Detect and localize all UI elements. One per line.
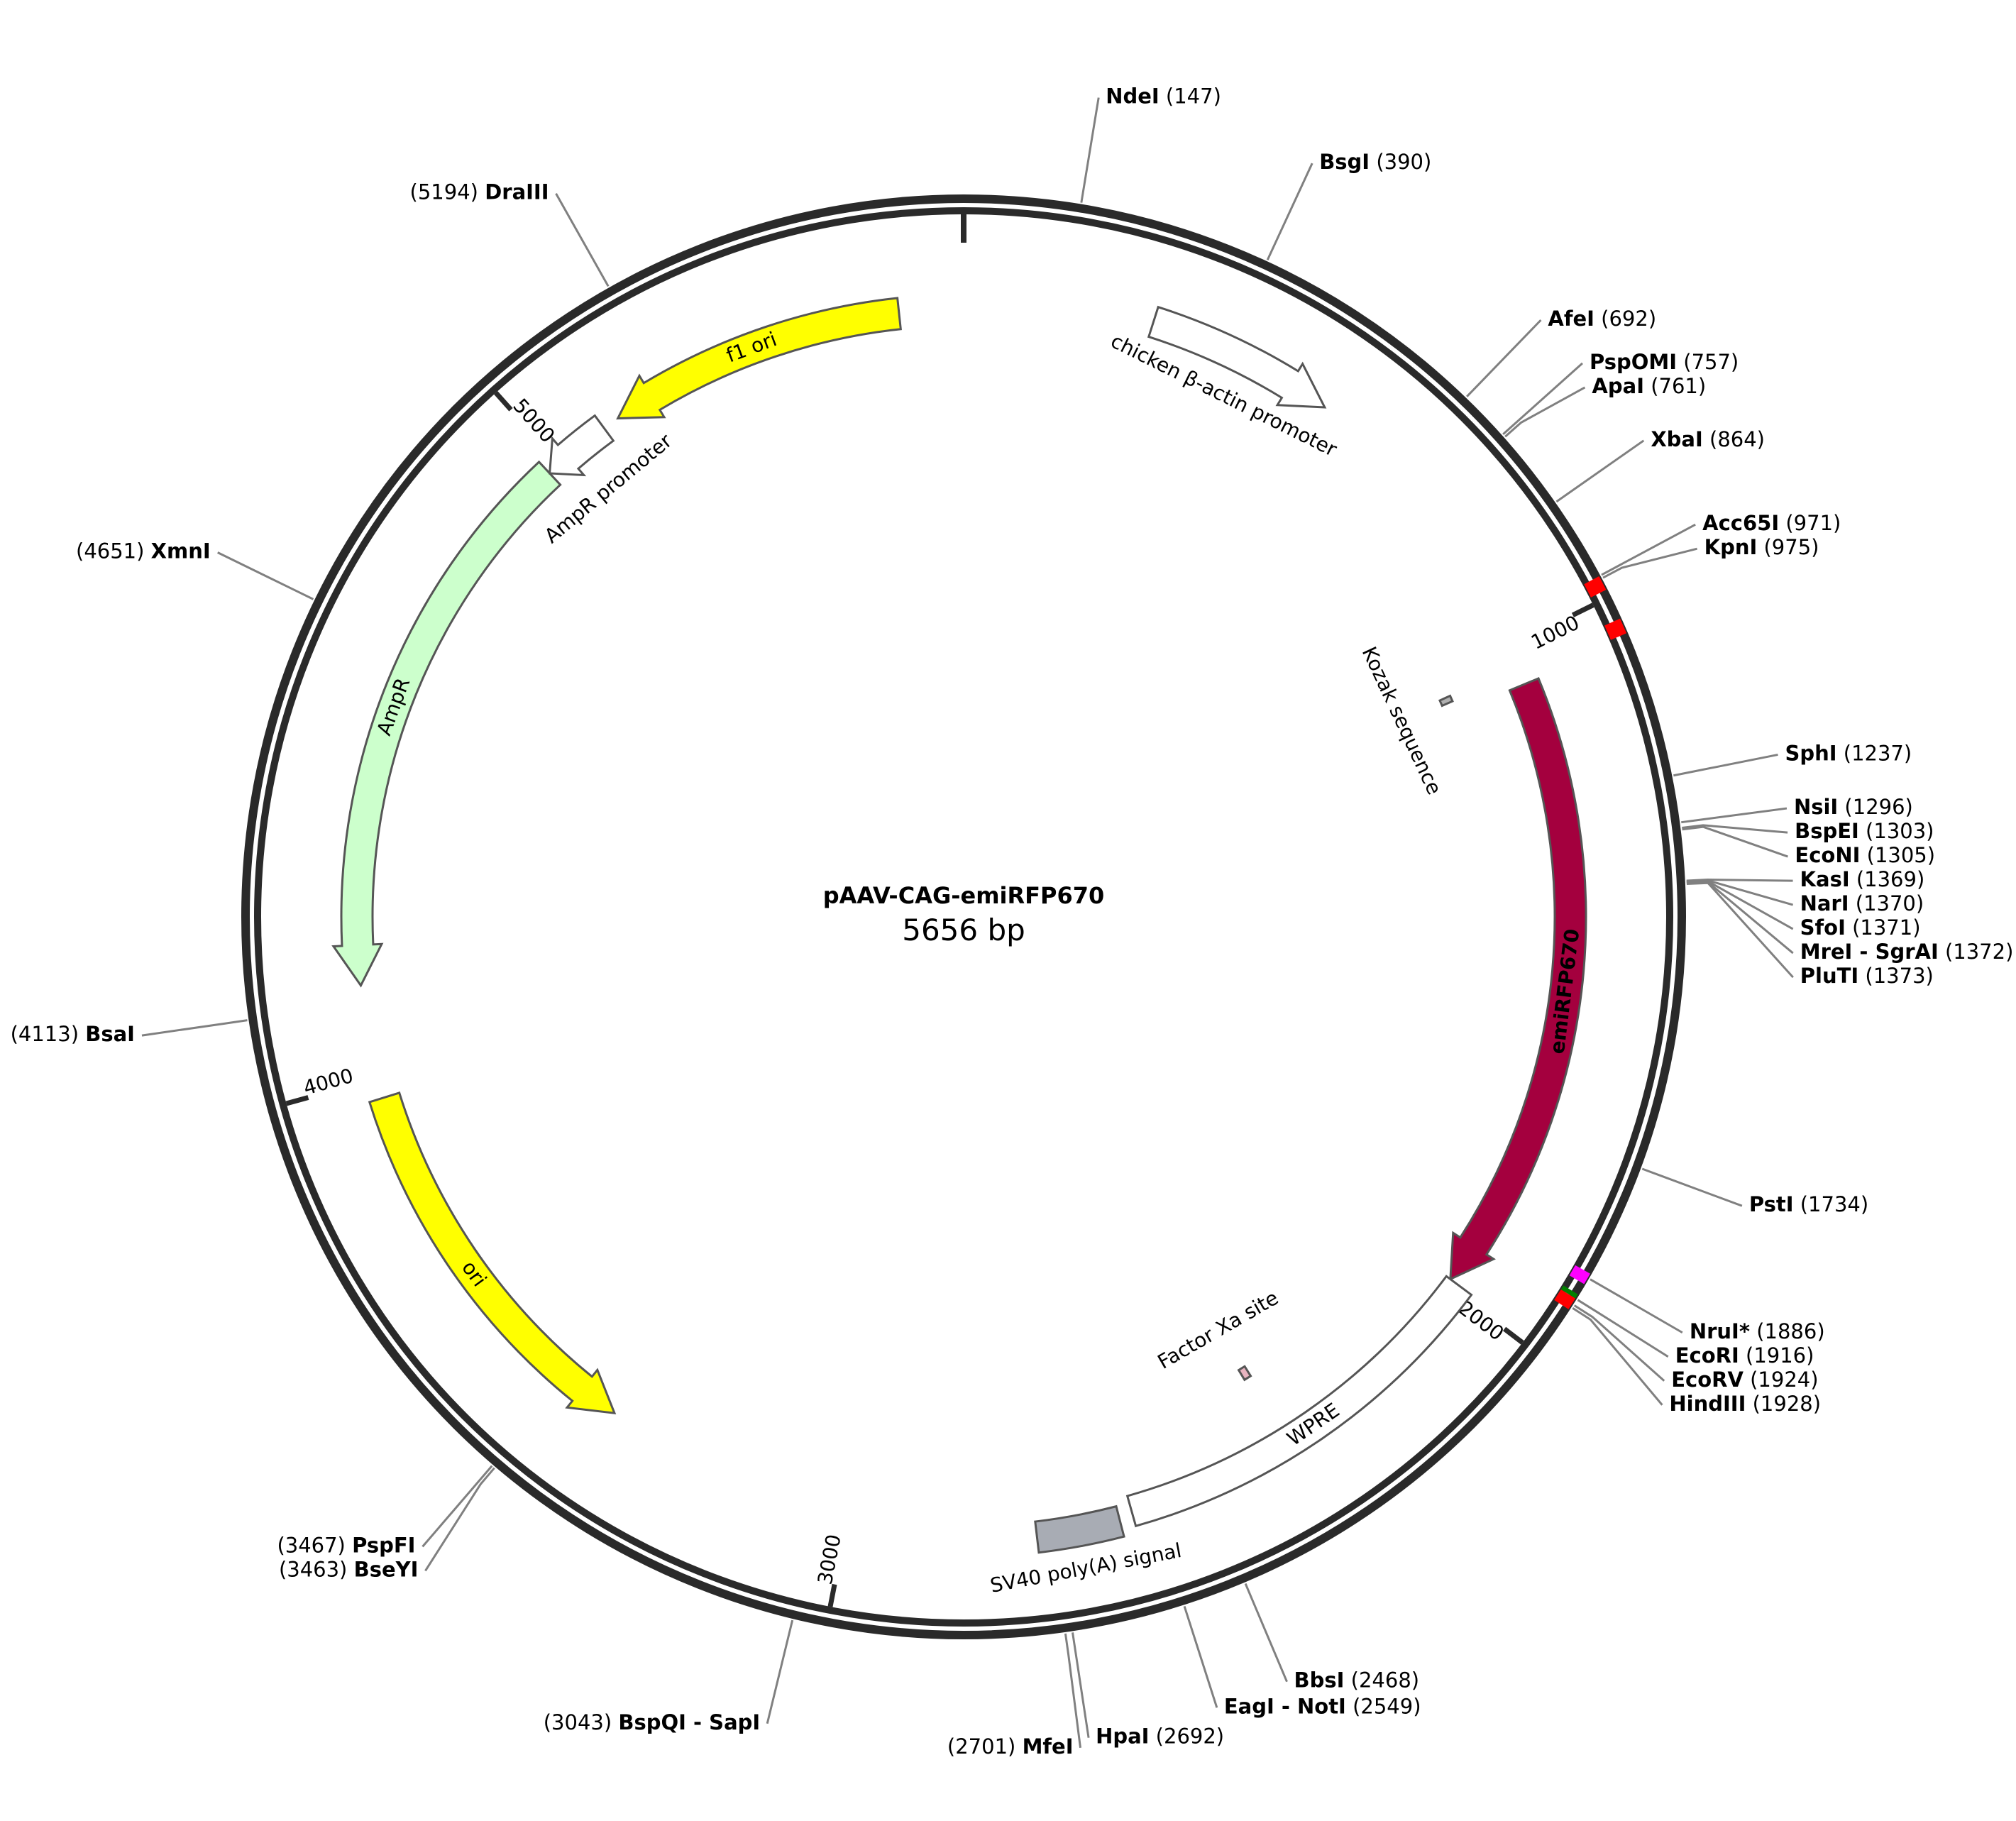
site-leader-pluti-1373 bbox=[1686, 881, 1794, 979]
site-label-pluti-1373: PluTI (1373) bbox=[1800, 964, 1934, 988]
feature-chicken-actin-promoter bbox=[1147, 305, 1327, 409]
site-label-sphi-1237: SphI (1237) bbox=[1785, 741, 1912, 765]
feature-kozak-sequence bbox=[1438, 694, 1454, 708]
site-leader-nsii-1296 bbox=[1681, 807, 1788, 824]
site-leader-nrui-1886 bbox=[1590, 1278, 1683, 1334]
feature-sv40-poly-a-signal bbox=[1034, 1504, 1125, 1554]
site-label-kpni-975: KpnI (975) bbox=[1704, 535, 1819, 559]
site-label-nsii-1296: NsiI (1296) bbox=[1794, 795, 1913, 819]
feature-ampr-promoter bbox=[548, 414, 615, 477]
site-label-hpai-2692: HpaI (2692) bbox=[1096, 1724, 1224, 1749]
backbone-mark-2 bbox=[1569, 1265, 1590, 1284]
tick-mark-3000 bbox=[827, 1583, 837, 1607]
site-leader-bseyi-3463 bbox=[424, 1467, 495, 1572]
site-label-econi-1305: EcoNI (1305) bbox=[1795, 843, 1935, 867]
site-leader-acc65i-971 bbox=[1601, 523, 1696, 576]
site-leader-bspei-1303 bbox=[1682, 824, 1788, 834]
site-label-mfei-2701: (2701) MfeI bbox=[947, 1734, 1074, 1759]
site-label-bsgi-390: BsgI (390) bbox=[1319, 150, 1431, 174]
tick-mark-4000 bbox=[285, 1095, 309, 1106]
site-leader-econi-1305 bbox=[1682, 825, 1788, 858]
site-leader-eagi-noti-2549 bbox=[1183, 1605, 1218, 1708]
site-leader-xbai-864 bbox=[1555, 439, 1645, 503]
site-leader-sphi-1237 bbox=[1673, 753, 1778, 777]
site-label-bspei-1303: BspEI (1303) bbox=[1795, 819, 1934, 843]
feature-label-kozak-sequence: Kozak sequence bbox=[1357, 643, 1446, 798]
site-leader-draiii-5194 bbox=[555, 193, 610, 287]
tick-label-4000: 4000 bbox=[301, 1064, 356, 1100]
feature-ampr bbox=[331, 460, 562, 988]
backbone-mark-1 bbox=[1604, 618, 1627, 640]
site-leader-ndei-147 bbox=[1080, 97, 1100, 203]
tick-mark-1000 bbox=[1571, 603, 1594, 617]
feature-ori bbox=[368, 1091, 617, 1415]
feature-factor-xa-site bbox=[1237, 1365, 1252, 1382]
tick-mark-5000 bbox=[494, 391, 513, 412]
site-leader-xmni-4651 bbox=[217, 551, 314, 600]
restriction-sites: NdeI (147) BsgI (390) AfeI (692) PspOMI (75… bbox=[11, 84, 2014, 1759]
site-leader-bsgi-390 bbox=[1266, 163, 1313, 260]
site-leader-psti-1734 bbox=[1641, 1167, 1743, 1207]
feature-label-factor-xa-site: Factor Xa site bbox=[1154, 1286, 1282, 1374]
site-leader-bsai-4113 bbox=[141, 1019, 248, 1037]
site-leader-pspfi-3467 bbox=[422, 1465, 493, 1548]
backbone-mark-4 bbox=[1554, 1289, 1576, 1309]
plasmid-name: pAAV-CAG-emiRFP670 bbox=[823, 882, 1105, 909]
site-leader-hindiii-1928 bbox=[1572, 1307, 1663, 1406]
site-label-ecori-1916: EcoRI (1916) bbox=[1675, 1343, 1814, 1368]
backbone-inner-ring bbox=[254, 207, 1673, 1627]
site-label-hindiii-1928: HindIII (1928) bbox=[1669, 1392, 1821, 1416]
site-label-ndei-147: NdeI (147) bbox=[1106, 84, 1221, 109]
site-leader-pspomi-757 bbox=[1502, 362, 1583, 436]
site-leader-afei-692 bbox=[1466, 319, 1542, 397]
site-label-acc65i-971: Acc65I (971) bbox=[1702, 511, 1841, 535]
site-leader-hpai-2692 bbox=[1072, 1632, 1090, 1738]
feature-wpre bbox=[1125, 1275, 1473, 1528]
plasmid-size: 5656 bp bbox=[902, 913, 1025, 947]
site-leader-ecori-1916 bbox=[1577, 1299, 1669, 1358]
site-leader-apai-761 bbox=[1504, 386, 1586, 438]
feature-label-sv40-poly-a-signal: SV40 poly(A) signal bbox=[988, 1539, 1184, 1597]
backbone-mark-0 bbox=[1584, 576, 1607, 598]
site-label-pspfi-3467: (3467) PspFI bbox=[277, 1533, 415, 1557]
site-label-afei-692: AfeI (692) bbox=[1548, 307, 1656, 331]
site-highlight-marks bbox=[1554, 576, 1627, 1309]
site-label-nrui-1886: NruI* (1886) bbox=[1690, 1319, 1825, 1343]
site-label-ecorv-1924: EcoRV (1924) bbox=[1671, 1368, 1818, 1392]
site-leader-sfoi-1371 bbox=[1686, 880, 1794, 930]
site-label-bseyi-3463: (3463) BseYI bbox=[279, 1557, 418, 1581]
site-label-xmni-4651: (4651) XmnI bbox=[76, 539, 211, 563]
site-leader-bspqi-sapi-3043 bbox=[766, 1619, 794, 1724]
tick-mark-2000 bbox=[1502, 1326, 1524, 1345]
site-label-pspomi-757: PspOMI (757) bbox=[1590, 350, 1739, 374]
site-label-mrei-sgrai-1372: MreI - SgrAI (1372) bbox=[1800, 940, 2014, 964]
site-label-draiii-5194: (5194) DraIII bbox=[410, 180, 549, 204]
site-label-psti-1734: PstI (1734) bbox=[1749, 1192, 1868, 1216]
tick-label-3000: 3000 bbox=[813, 1532, 846, 1586]
backbone-mark-3 bbox=[1560, 1285, 1578, 1299]
site-label-apai-761: ApaI (761) bbox=[1592, 374, 1706, 398]
feature-f1-ori bbox=[616, 297, 902, 420]
site-label-kasi-1369: KasI (1369) bbox=[1800, 867, 1925, 891]
site-label-sfoi-1371: SfoI (1371) bbox=[1800, 915, 1921, 940]
site-leader-kpni-975 bbox=[1602, 547, 1697, 579]
site-leader-mfei-2701 bbox=[1064, 1633, 1082, 1748]
tick-label-1000: 1000 bbox=[1527, 611, 1583, 654]
site-leader-bbsi-2468 bbox=[1244, 1583, 1288, 1683]
site-leader-ecorv-1924 bbox=[1573, 1304, 1665, 1382]
site-label-bbsi-2468: BbsI (2468) bbox=[1294, 1668, 1420, 1693]
site-label-bspqi-sapi-3043: (3043) BspQI - SapI bbox=[544, 1710, 760, 1734]
site-label-xbai-864: XbaI (864) bbox=[1651, 427, 1765, 451]
site-label-eagi-noti-2549: EagI - NotI (2549) bbox=[1224, 1694, 1421, 1718]
site-label-nari-1370: NarI (1370) bbox=[1800, 891, 1924, 915]
plasmid-backbone bbox=[241, 194, 1686, 1639]
backbone-outer-ring bbox=[241, 194, 1686, 1639]
site-label-bsai-4113: (4113) BsaI bbox=[11, 1022, 135, 1046]
